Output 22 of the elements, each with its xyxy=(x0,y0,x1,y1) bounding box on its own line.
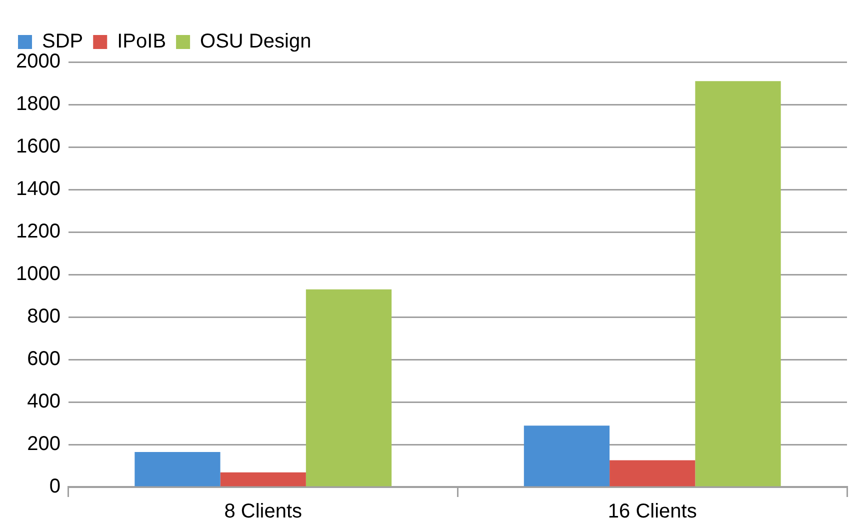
bar xyxy=(306,289,392,486)
legend-label: SDP xyxy=(42,30,84,53)
y-tick-label: 400 xyxy=(27,390,60,413)
y-tick-label: 800 xyxy=(27,306,60,328)
bar xyxy=(134,452,220,486)
x-tick-label: 8 Clients xyxy=(224,500,302,523)
y-tick-label: 1200 xyxy=(16,220,60,243)
y-tick-label: 0 xyxy=(49,476,60,498)
y-tick-label: 1800 xyxy=(16,93,60,116)
y-tick-label: 1000 xyxy=(16,263,60,286)
bar xyxy=(610,460,696,486)
bar xyxy=(220,472,306,486)
y-tick-label: 200 xyxy=(27,433,60,456)
legend-label: OSU Design xyxy=(200,30,312,53)
bar xyxy=(524,426,610,486)
y-tick-label: 600 xyxy=(27,348,60,370)
x-tick-label: 16 Clients xyxy=(608,500,697,523)
legend-label: IPoIB xyxy=(117,30,166,53)
y-tick-label: 2000 xyxy=(16,50,60,73)
y-tick-label: 1600 xyxy=(16,136,60,158)
bar xyxy=(695,81,781,486)
y-tick-label: 1400 xyxy=(16,178,60,200)
